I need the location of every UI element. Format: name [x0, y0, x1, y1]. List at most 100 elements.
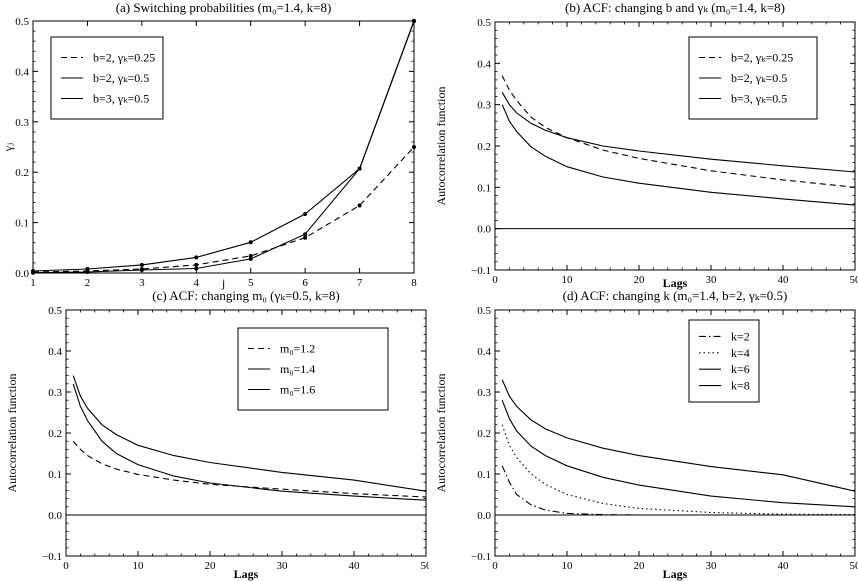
x-tick-label: 20 — [205, 560, 217, 572]
y-tick-label: 0.2 — [477, 428, 491, 440]
y-tick-label: 0.0 — [48, 510, 62, 522]
y-tick-label: 0.0 — [477, 510, 491, 522]
y-tick-label: 0.0 — [15, 268, 29, 280]
y-tick-label: 0.2 — [15, 167, 29, 179]
chart-panel-b: (b) ACF: changing b and γₖ (m₀=1.4, k=8)… — [434, 0, 858, 290]
x-tick-label: 50 — [421, 560, 430, 572]
data-point — [85, 266, 90, 271]
x-tick-label: 7 — [357, 277, 363, 289]
y-axis-label: Autocorrelation function — [434, 374, 448, 493]
legend-box — [688, 319, 760, 403]
y-tick-label: 0.3 — [15, 117, 29, 129]
y-tick-label: −0.1 — [471, 265, 491, 277]
series-line-3 — [32, 20, 415, 274]
legend-label-1: m₀=1.2 — [280, 342, 315, 356]
legend-label-3: k=6 — [731, 362, 750, 376]
data-point — [139, 267, 144, 272]
data-point — [85, 269, 90, 274]
legend-label-4: k=8 — [731, 379, 750, 393]
y-tick-label: 0.5 — [477, 17, 491, 29]
x-tick-label: 6 — [302, 277, 308, 289]
data-point — [357, 203, 362, 208]
x-tick-label: 20 — [634, 274, 646, 286]
chart-title: (c) ACF: changing m₀ (γₖ=0.5, k=8) — [152, 290, 339, 303]
y-tick-label: 0.4 — [15, 66, 29, 78]
data-point — [194, 255, 199, 260]
chart-title: (b) ACF: changing b and γₖ (m₀=1.4, k=8) — [565, 0, 785, 15]
legend-label-1: b=2, γₖ=0.25 — [731, 51, 793, 65]
y-tick-label: 0.1 — [477, 182, 491, 194]
y-tick-label: 0.4 — [48, 346, 62, 358]
y-tick-label: 0.3 — [477, 100, 491, 112]
x-tick-label: 4 — [194, 277, 200, 289]
legend-label-1: k=2 — [731, 329, 750, 343]
y-tick-label: 0.1 — [477, 469, 491, 481]
x-tick-label: 40 — [349, 560, 361, 572]
data-point — [248, 253, 253, 258]
series-line-2 — [72, 375, 427, 492]
x-tick-label: 0 — [63, 560, 69, 572]
y-tick-label: 0.4 — [477, 58, 491, 70]
data-point — [31, 270, 35, 275]
series-line-2 — [32, 20, 415, 272]
y-axis-label: Autocorrelation function — [5, 374, 19, 493]
series-line-1 — [72, 440, 427, 498]
x-tick-label: 3 — [139, 277, 145, 289]
x-tick-label: 0 — [492, 274, 498, 286]
data-point — [357, 166, 362, 171]
chart-title: (d) ACF: changing k (m₀=1.4, b=2, γₖ=0.5… — [563, 290, 788, 303]
x-tick-label: 5 — [248, 277, 254, 289]
x-tick-label: 10 — [133, 560, 145, 572]
x-axis-label: Lags — [663, 567, 688, 581]
x-tick-label: 2 — [85, 277, 91, 289]
series-line-1 — [501, 465, 855, 516]
data-point — [303, 232, 308, 237]
chart-title: (a) Switching probabilities (m₀=1.4, k=8… — [116, 0, 332, 15]
series-line-3 — [501, 104, 856, 206]
x-tick-label: 30 — [277, 560, 289, 572]
series-line-3 — [72, 383, 427, 501]
data-point — [412, 19, 416, 23]
legend-label-3: b=3, γₖ=0.5 — [93, 92, 149, 106]
chart-panel-c: (c) ACF: changing m₀ (γₖ=0.5, k=8) 0 10 20 3… — [5, 290, 430, 581]
data-point — [303, 212, 308, 217]
y-tick-label: 0.3 — [48, 387, 62, 399]
legend-label-2: b=2, γₖ=0.5 — [731, 71, 787, 85]
y-tick-label: 0.5 — [477, 305, 491, 317]
legend-label-2: m₀=1.4 — [280, 362, 315, 376]
y-tick-label: 0.2 — [48, 428, 62, 440]
y-tick-label: −0.1 — [471, 551, 491, 563]
data-point — [194, 262, 199, 267]
x-tick-label: 0 — [492, 560, 498, 572]
x-tick-label: 40 — [778, 560, 790, 572]
x-tick-label: 50 — [850, 560, 858, 572]
x-tick-label: 50 — [850, 274, 858, 286]
series-line-1 — [32, 146, 415, 273]
data-point — [248, 240, 253, 245]
x-tick-label: 30 — [706, 274, 718, 286]
legend-label-3: m₀=1.6 — [280, 383, 315, 397]
x-axis-label: Lags — [663, 276, 688, 290]
x-tick-label: 20 — [634, 560, 646, 572]
x-axis-label: Lags — [234, 567, 259, 581]
y-tick-label: −0.1 — [42, 551, 62, 563]
series-line-2 — [501, 424, 856, 516]
series-line-4 — [501, 379, 856, 492]
x-tick-label: 8 — [411, 277, 417, 289]
y-axis-label: γⱼ — [1, 143, 15, 152]
data-point — [139, 262, 144, 267]
y-tick-label: 0.5 — [48, 305, 62, 317]
y-tick-label: 0.4 — [477, 346, 491, 358]
y-tick-label: 0.0 — [477, 224, 491, 236]
y-tick-label: 0.3 — [477, 387, 491, 399]
y-tick-label: 0.2 — [477, 141, 491, 153]
x-tick-label: 10 — [562, 560, 574, 572]
legend-label-2: k=4 — [731, 346, 750, 360]
x-tick-label: 30 — [706, 560, 718, 572]
x-axis-label: j — [221, 276, 225, 290]
x-tick-label: 10 — [562, 274, 574, 286]
x-tick-label: 1 — [30, 277, 36, 289]
data-point — [248, 256, 253, 261]
plot-frame — [494, 309, 856, 557]
series-line-3 — [501, 400, 856, 508]
